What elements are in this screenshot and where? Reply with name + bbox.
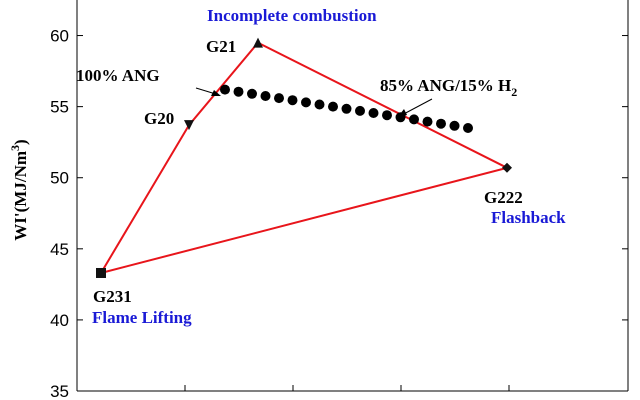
marker-g222 — [502, 162, 512, 173]
y-tick-label: 50 — [50, 169, 69, 188]
blend-point — [287, 95, 298, 106]
blend-point — [368, 108, 379, 118]
blend-start-label: 100% ANG — [76, 66, 160, 85]
blend-point — [314, 99, 325, 110]
marker-g231 — [96, 267, 106, 278]
gas-markers — [96, 37, 512, 278]
gas-label-g20: G20 — [144, 109, 174, 128]
y-tick-label: 60 — [50, 27, 69, 46]
y-tick-label: 35 — [50, 382, 69, 400]
blend-point — [449, 120, 460, 131]
blend-point — [382, 110, 392, 121]
y-tick-label: 45 — [50, 240, 69, 259]
blend-series — [220, 84, 473, 133]
blend-point — [220, 84, 230, 95]
blend-point — [274, 93, 284, 104]
y-tick-label: 40 — [50, 311, 69, 330]
blend-point — [301, 97, 311, 108]
region-label-flame-lifting: Flame Lifting — [92, 308, 192, 327]
marker-g21 — [253, 37, 263, 48]
gas-label-g231: G231 — [93, 287, 132, 306]
annotations: G21 G20 G222 G231 100% ANG 85% ANG/15% H2 Inco… — [76, 6, 566, 327]
blend-point — [422, 116, 433, 127]
blend-point — [247, 88, 257, 99]
blend-start-arrowhead — [211, 90, 221, 96]
region-label-incomplete-combustion: Incomplete combustion — [207, 6, 377, 25]
gas-label-g21: G21 — [206, 37, 236, 56]
axes: 35 40 45 50 55 60 WI'(MJ/Nm3) — [8, 0, 629, 400]
blend-end-arrowhead — [397, 109, 407, 118]
y-tick-label: 55 — [50, 98, 69, 117]
blend-end-label: 85% ANG/15% H2 — [380, 76, 517, 99]
blend-point — [341, 103, 352, 114]
marker-g20 — [184, 120, 194, 131]
blend-point — [436, 118, 446, 129]
blend-point — [328, 101, 338, 112]
blend-point — [409, 114, 419, 125]
blend-point — [355, 105, 365, 116]
region-label-flashback: Flashback — [491, 208, 566, 227]
y-axis-label: WI'(MJ/Nm3) — [8, 139, 30, 240]
blend-point — [260, 91, 271, 101]
gas-label-g222: G222 — [484, 188, 523, 207]
blend-point — [233, 86, 244, 97]
blend-point — [463, 123, 473, 133]
